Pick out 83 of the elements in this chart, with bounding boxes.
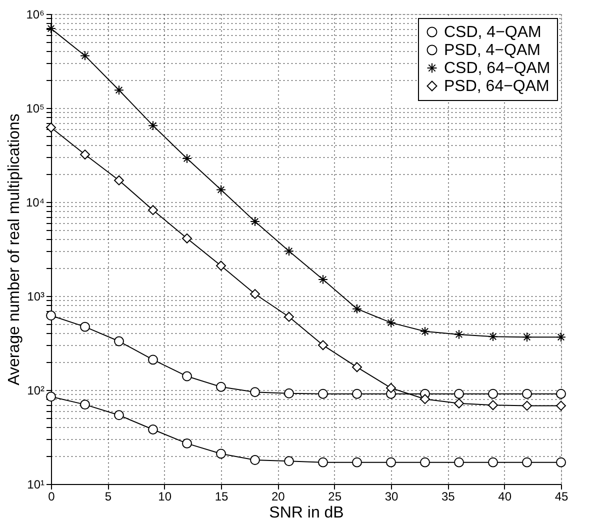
point bbox=[80, 322, 90, 332]
point bbox=[420, 457, 430, 468]
point bbox=[250, 455, 260, 465]
point bbox=[488, 400, 498, 410]
point bbox=[250, 387, 260, 398]
point bbox=[114, 85, 124, 96]
y-tick-label: 10² bbox=[27, 384, 45, 398]
point bbox=[488, 332, 498, 342]
point bbox=[352, 304, 362, 314]
point bbox=[352, 362, 362, 372]
point bbox=[454, 329, 464, 340]
point bbox=[284, 246, 294, 256]
point bbox=[522, 400, 532, 411]
point bbox=[318, 388, 328, 399]
point bbox=[556, 457, 566, 468]
point bbox=[386, 457, 396, 468]
point bbox=[250, 289, 260, 299]
point bbox=[250, 216, 260, 226]
point bbox=[114, 175, 124, 186]
legend-label: PSD, 4−QAM bbox=[444, 42, 540, 59]
point bbox=[80, 50, 90, 61]
point bbox=[284, 312, 294, 322]
point bbox=[318, 274, 328, 284]
x-tick-label: 40 bbox=[498, 490, 512, 504]
x-tick-label: 15 bbox=[214, 490, 228, 504]
legend-label: CSD, 64−QAM bbox=[444, 60, 550, 77]
point bbox=[522, 388, 532, 399]
x-tick-label: 10 bbox=[158, 490, 172, 504]
point bbox=[46, 392, 56, 402]
point bbox=[318, 340, 328, 350]
x-tick-label: 0 bbox=[48, 490, 56, 504]
point bbox=[80, 400, 90, 410]
point bbox=[216, 260, 226, 271]
legend-label: PSD, 64−QAM bbox=[444, 78, 550, 95]
y-tick-label: 10³ bbox=[27, 290, 45, 304]
point bbox=[454, 457, 464, 468]
point bbox=[420, 326, 430, 336]
legend-label: CSD, 4−QAM bbox=[444, 24, 542, 41]
x-tick-label: 25 bbox=[328, 490, 342, 504]
x-tick-label: 35 bbox=[441, 490, 456, 504]
point bbox=[114, 410, 124, 420]
point bbox=[216, 448, 226, 459]
point bbox=[488, 457, 498, 468]
point bbox=[148, 120, 158, 131]
point bbox=[284, 456, 294, 466]
point bbox=[46, 310, 56, 320]
y-tick-label: 10⁴ bbox=[26, 196, 44, 210]
point bbox=[182, 154, 192, 164]
x-tick-label: 20 bbox=[271, 490, 286, 504]
point bbox=[556, 400, 566, 411]
point bbox=[522, 457, 532, 468]
point bbox=[454, 388, 464, 399]
x-tick-label: 45 bbox=[554, 490, 568, 504]
point bbox=[420, 394, 430, 404]
point bbox=[352, 457, 362, 468]
y-tick-label: 10⁶ bbox=[26, 8, 45, 22]
point bbox=[352, 388, 362, 399]
point bbox=[114, 336, 124, 346]
x-tick-label: 5 bbox=[104, 490, 112, 504]
point bbox=[488, 388, 498, 399]
y-tick-label: 10⁵ bbox=[26, 102, 45, 116]
y-tick-label: 10¹ bbox=[27, 478, 45, 492]
point bbox=[454, 398, 464, 408]
point bbox=[80, 150, 90, 160]
x-axis-title: SNR in dB bbox=[269, 504, 344, 522]
point bbox=[318, 457, 328, 468]
point bbox=[522, 332, 532, 342]
point bbox=[556, 388, 566, 399]
point bbox=[182, 233, 192, 244]
y-axis-title: Average number of real multiplications bbox=[6, 114, 23, 386]
point bbox=[386, 318, 396, 328]
point bbox=[148, 354, 158, 365]
point bbox=[386, 383, 396, 393]
point bbox=[148, 205, 158, 216]
point bbox=[216, 184, 226, 195]
x-tick-label: 30 bbox=[384, 490, 398, 504]
point bbox=[46, 24, 56, 34]
point bbox=[148, 424, 158, 434]
point bbox=[284, 388, 294, 398]
point bbox=[182, 438, 192, 448]
point bbox=[216, 382, 226, 392]
point bbox=[182, 371, 192, 382]
point bbox=[556, 332, 566, 342]
